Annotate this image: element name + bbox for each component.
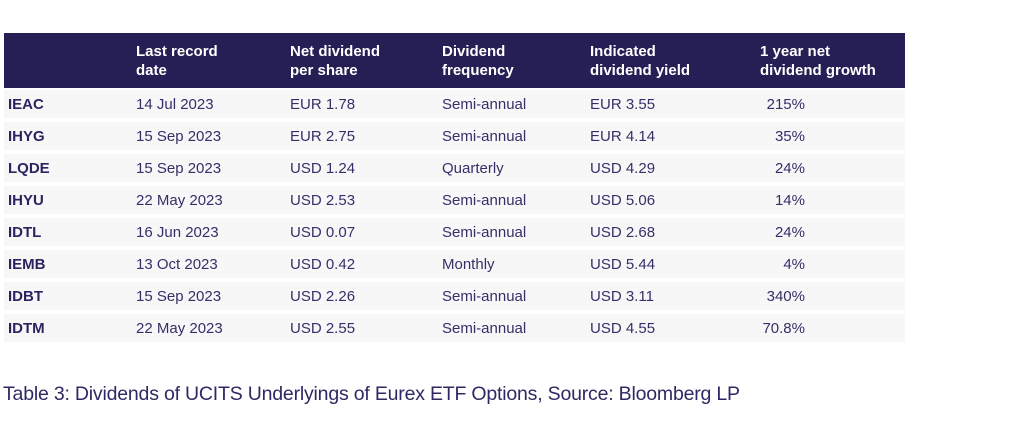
table-row: IHYU 22 May 2023 USD 2.53 Semi-annual USD 5.… xyxy=(4,186,905,214)
cell-date: 22 May 2023 xyxy=(136,191,223,209)
cell-growth: 14% xyxy=(774,191,805,209)
cell-frequency: Semi-annual xyxy=(442,223,527,241)
table-row: IDTL 16 Jun 2023 USD 0.07 Semi-annual USD 2.… xyxy=(4,218,905,246)
cell-ticker: IHYG xyxy=(8,127,45,145)
cell-growth: 24% xyxy=(774,159,805,177)
cell-ticker: LQDE xyxy=(8,159,50,177)
cell-frequency: Semi-annual xyxy=(442,127,527,145)
cell-ticker: IDTM xyxy=(8,319,45,337)
cell-growth: 24% xyxy=(774,223,805,241)
header-cell-dividend-frequency: Dividend frequency xyxy=(442,42,514,79)
cell-yield: EUR 3.55 xyxy=(590,95,656,113)
cell-yield: USD 4.55 xyxy=(590,319,656,337)
cell-date: 15 Sep 2023 xyxy=(136,127,222,145)
cell-dividend: EUR 1.78 xyxy=(290,95,356,113)
cell-dividend: USD 0.42 xyxy=(290,255,356,273)
table-row: IEMB 13 Oct 2023 USD 0.42 Monthly USD 5.44 4% xyxy=(4,250,905,278)
cell-dividend: USD 2.53 xyxy=(290,191,356,209)
table-header-row: Last record date Net dividend per share … xyxy=(4,33,905,88)
cell-dividend: USD 1.24 xyxy=(290,159,356,177)
header-cell-1-year-net-dividend-growth: 1 year net dividend growth xyxy=(760,42,876,79)
header-cell-indicated-dividend-yield: Indicated dividend yield xyxy=(590,42,691,79)
header-cell-net-dividend-per-share: Net dividend per share xyxy=(290,42,381,79)
cell-ticker: IHYU xyxy=(8,191,44,209)
dividends-table: Last record date Net dividend per share … xyxy=(4,33,905,346)
cell-ticker: IDBT xyxy=(8,287,43,305)
cell-yield: USD 5.44 xyxy=(590,255,656,273)
cell-frequency: Semi-annual xyxy=(442,287,527,305)
cell-yield: USD 3.11 xyxy=(590,287,654,305)
table-row: IDTM 22 May 2023 USD 2.55 Semi-annual USD 4.… xyxy=(4,314,905,342)
cell-date: 15 Sep 2023 xyxy=(136,159,222,177)
cell-dividend: USD 0.07 xyxy=(290,223,356,241)
table-row: LQDE 15 Sep 2023 USD 1.24 Quarterly USD 4.29… xyxy=(4,154,905,182)
cell-frequency: Semi-annual xyxy=(442,319,527,337)
header-cell-last-record-date: Last record date xyxy=(136,42,218,79)
cell-yield: USD 4.29 xyxy=(590,159,656,177)
table-row: IDBT 15 Sep 2023 USD 2.26 Semi-annual USD 3.… xyxy=(4,282,905,310)
table-row: IEAC 14 Jul 2023 EUR 1.78 Semi-annual EUR 3.… xyxy=(4,90,905,118)
cell-date: 22 May 2023 xyxy=(136,319,223,337)
cell-dividend: USD 2.55 xyxy=(290,319,356,337)
cell-date: 16 Jun 2023 xyxy=(136,223,219,241)
cell-growth: 215% xyxy=(766,95,805,113)
table-body: IEAC 14 Jul 2023 EUR 1.78 Semi-annual EUR 3.… xyxy=(4,90,905,342)
cell-date: 14 Jul 2023 xyxy=(136,95,214,113)
cell-dividend: USD 2.26 xyxy=(290,287,356,305)
cell-ticker: IEAC xyxy=(8,95,44,113)
cell-ticker: IDTL xyxy=(8,223,42,241)
cell-dividend: EUR 2.75 xyxy=(290,127,356,145)
cell-growth: 340% xyxy=(766,287,805,305)
cell-frequency: Monthly xyxy=(442,255,495,273)
table-caption: Table 3: Dividends of UCITS Underlyings … xyxy=(3,383,740,405)
cell-growth: 35% xyxy=(774,127,805,145)
cell-date: 15 Sep 2023 xyxy=(136,287,222,305)
cell-frequency: Semi-annual xyxy=(442,95,527,113)
table-row: IHYG 15 Sep 2023 EUR 2.75 Semi-annual EUR 4.… xyxy=(4,122,905,150)
cell-ticker: IEMB xyxy=(8,255,46,273)
cell-yield: USD 2.68 xyxy=(590,223,656,241)
cell-growth: 70.8% xyxy=(762,319,805,337)
cell-frequency: Semi-annual xyxy=(442,191,527,209)
cell-yield: EUR 4.14 xyxy=(590,127,656,145)
cell-date: 13 Oct 2023 xyxy=(136,255,218,273)
cell-yield: USD 5.06 xyxy=(590,191,656,209)
cell-frequency: Quarterly xyxy=(442,159,504,177)
cell-growth: 4% xyxy=(783,255,805,273)
